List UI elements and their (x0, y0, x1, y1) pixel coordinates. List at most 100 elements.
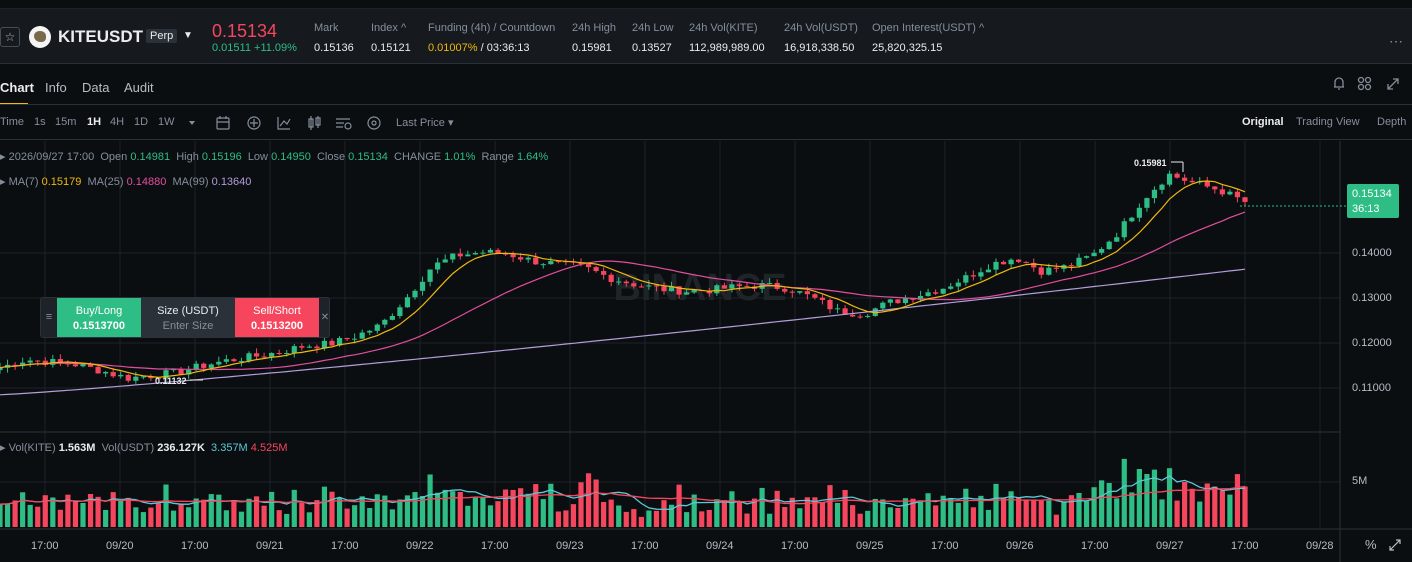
volume-bar (306, 512, 312, 527)
chart-type-icon[interactable] (308, 116, 321, 130)
volume-bar (480, 496, 486, 527)
candle (1182, 174, 1188, 185)
candle (20, 357, 26, 369)
volume-bar (442, 489, 448, 527)
vol-tick: 5M (1352, 475, 1368, 487)
candlestick-chart[interactable]: BINANCE 0.15981 0.11132 (0, 141, 1412, 562)
drag-handle-icon[interactable]: ≡ (45, 311, 53, 323)
volume-bar (284, 513, 290, 527)
volume-bar (502, 489, 509, 527)
view-original[interactable]: Original (1242, 116, 1284, 128)
interval-1w[interactable]: 1W (158, 116, 175, 128)
candle (186, 365, 192, 380)
bell-icon[interactable] (1334, 77, 1344, 90)
calendar-icon[interactable] (216, 116, 230, 130)
volume-bar (1053, 514, 1059, 527)
symbol-dropdown-icon[interactable]: ▼ (183, 30, 193, 41)
y-tick: 0.11000 (1352, 382, 1391, 394)
size-input[interactable]: Size (USDT) Enter Size (141, 298, 235, 337)
layout-grid-icon[interactable] (1357, 76, 1372, 91)
volume-bar (1197, 501, 1203, 527)
candle (118, 371, 124, 379)
index-label[interactable]: Index ^ (371, 22, 407, 34)
x-tick: 09/23 (556, 540, 584, 552)
buy-long-button[interactable]: Buy/Long 0.1513700 (57, 298, 141, 337)
candle (1242, 197, 1248, 207)
volume-bar (291, 489, 297, 527)
indicator-icon[interactable] (277, 117, 291, 130)
volume-bar (646, 510, 652, 527)
interval-1d[interactable]: 1D (134, 116, 149, 128)
candle (993, 258, 999, 275)
candle (1219, 184, 1225, 197)
candle (50, 354, 56, 368)
volume-bar (103, 509, 109, 527)
price-type-dropdown-icon: ▾ (447, 117, 454, 129)
expand-icon[interactable] (1387, 78, 1399, 90)
vol-kite-value: 112,989,989.00 (689, 42, 765, 54)
funding-label[interactable]: Funding (4h) / Countdown (428, 22, 556, 34)
settings-icon[interactable] (336, 118, 352, 130)
open-interest-label[interactable]: Open Interest(USDT) ^ (872, 22, 985, 34)
more-dots-icon[interactable]: ⋯ (1389, 33, 1404, 49)
x-tick: 17:00 (331, 540, 359, 552)
volume-bar (382, 495, 388, 527)
auto-scale-icon[interactable] (1388, 538, 1402, 552)
volume-ma2-line (0, 485, 1246, 505)
tab-info[interactable]: Info (45, 80, 67, 95)
candle (789, 289, 795, 298)
candle (842, 305, 848, 316)
candle (797, 291, 803, 295)
plus-circle-icon[interactable] (367, 116, 381, 130)
sell-short-button[interactable]: Sell/Short 0.1513200 (235, 298, 319, 337)
mark-label: Mark (314, 22, 339, 34)
candle (1129, 216, 1135, 223)
candle (1053, 263, 1059, 273)
volume-bar (804, 497, 810, 527)
ma99-line (0, 268, 1246, 396)
volume-bar (457, 491, 463, 527)
interval-1h[interactable]: 1H (87, 116, 102, 128)
candle (42, 357, 48, 367)
volume-bar (902, 498, 909, 527)
volume-bar (638, 516, 644, 527)
candle (661, 282, 667, 295)
tab-data[interactable]: Data (82, 80, 110, 95)
interval-15m[interactable]: 15m (55, 116, 77, 128)
volume-legend[interactable]: ▸ Vol(KITE) 1.563M Vol(USDT) 236.127K 3.… (0, 442, 288, 454)
crosshair-icon[interactable] (247, 116, 261, 130)
volume-bar (1204, 483, 1210, 527)
volume-bar (419, 495, 426, 527)
candle (359, 329, 365, 339)
interval-1s[interactable]: 1s (34, 116, 46, 128)
quick-order-panel: ≡ Buy/Long 0.1513700 Size (USDT) Enter S… (40, 297, 330, 338)
volume-bar (555, 511, 561, 527)
symbol-name[interactable]: KITEUSDT (58, 27, 143, 46)
ma7-line (0, 180, 1246, 379)
interval-4h[interactable]: 4H (110, 116, 125, 128)
volume-bar (223, 510, 229, 527)
volume-bar (616, 505, 622, 527)
candle (329, 338, 335, 346)
volume-bar (691, 494, 697, 527)
ma-legend[interactable]: ▸ MA(7) 0.15179 MA(25) 0.14880 MA(99) 0.… (0, 176, 252, 188)
interval-time[interactable]: Time (0, 116, 25, 128)
tab-audit[interactable]: Audit (124, 80, 154, 95)
candle (457, 248, 463, 260)
candle (1189, 177, 1195, 183)
volume-ma1-line (0, 475, 1246, 510)
price-type-select[interactable]: Last Price ▾ (396, 117, 454, 129)
volume-bar (895, 508, 901, 527)
volume-bar (50, 497, 56, 527)
volume-bar (850, 505, 856, 527)
view-trading-view[interactable]: Trading View (1296, 116, 1360, 128)
candle (412, 289, 418, 300)
tab-chart[interactable]: Chart (0, 80, 34, 95)
candle (344, 337, 350, 341)
favorite-star-icon[interactable]: ☆ (0, 27, 20, 47)
interval-dropdown-icon[interactable] (189, 121, 195, 125)
close-icon[interactable]: ✕ (320, 312, 330, 323)
volume-bar (1129, 492, 1135, 527)
percent-scale-icon[interactable]: % (1365, 537, 1377, 552)
view-depth[interactable]: Depth (1377, 116, 1407, 128)
